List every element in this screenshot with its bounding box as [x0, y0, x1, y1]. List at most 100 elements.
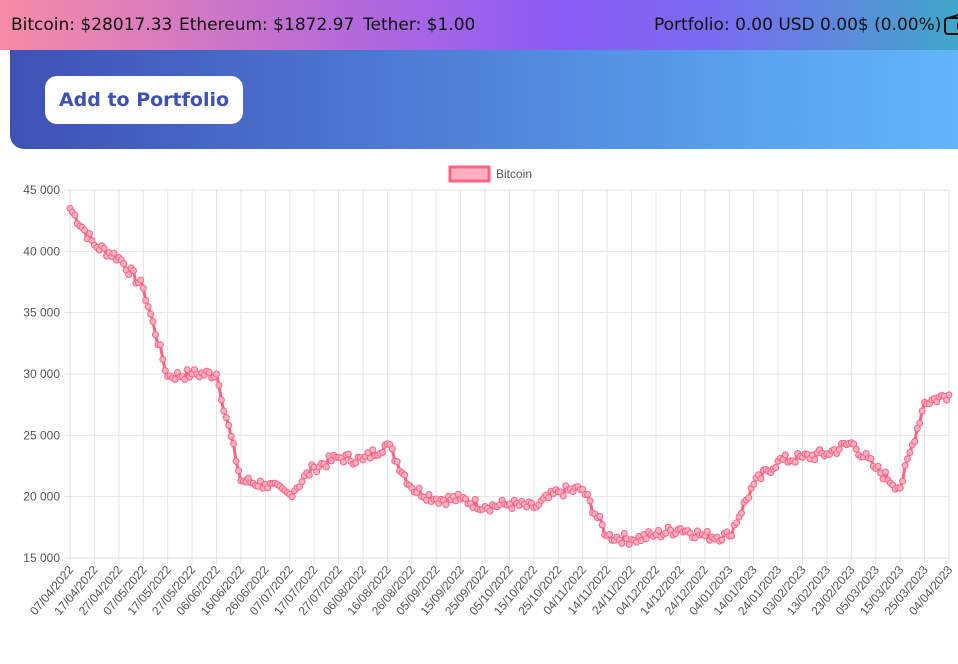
data-point	[945, 391, 953, 399]
data-point	[256, 477, 264, 485]
data-point	[901, 462, 909, 470]
data-point	[596, 513, 604, 521]
data-point	[230, 440, 238, 448]
data-point	[322, 463, 330, 471]
data-point	[144, 303, 152, 311]
data-point	[733, 519, 741, 527]
data-point	[110, 249, 118, 257]
data-point	[298, 478, 306, 486]
data-point	[81, 226, 89, 234]
data-point	[737, 509, 745, 517]
data-point	[899, 477, 907, 485]
data-point	[654, 526, 662, 534]
data-point	[156, 341, 164, 349]
data-point	[791, 458, 799, 466]
data-point	[288, 493, 296, 501]
data-point	[344, 450, 352, 458]
data-point	[916, 419, 924, 427]
data-point	[586, 497, 594, 505]
bitcoin-price-chart: Bitcoin 45 000 40 000 35 000 30 000 25 000 20 …	[0, 160, 958, 660]
data-point	[606, 530, 614, 538]
data-point	[757, 475, 765, 483]
data-point	[161, 367, 169, 375]
data-point	[559, 492, 567, 500]
data-point	[584, 490, 592, 498]
data-point	[508, 505, 516, 513]
data-point	[225, 421, 233, 429]
y-tick-label: 45 000	[23, 183, 60, 197]
wallet-icon[interactable]	[943, 12, 958, 38]
data-point	[183, 366, 191, 374]
price-ticker-bar: Bitcoin: $28017.33 Ethereum: $1872.97 Te…	[0, 0, 958, 50]
y-tick-label: 20 000	[23, 490, 60, 504]
data-point	[442, 501, 450, 509]
y-tick-label: 25 000	[23, 428, 60, 442]
data-point	[86, 230, 94, 238]
bitcoin-price: Bitcoin: $28017.33	[11, 15, 173, 35]
data-point	[874, 462, 882, 470]
data-point	[906, 448, 914, 456]
data-point	[159, 355, 167, 363]
data-point	[772, 463, 780, 471]
portfolio-summary: Portfolio: 0.00 USD 0.00$ (0.00%)	[654, 15, 942, 35]
y-tick-label: 15 000	[23, 551, 60, 565]
data-point	[147, 310, 155, 318]
data-point	[618, 539, 626, 547]
data-point	[903, 455, 911, 463]
data-point	[222, 414, 230, 422]
data-point	[401, 471, 409, 479]
data-point	[139, 284, 147, 292]
data-point	[598, 521, 606, 529]
data-point	[379, 448, 387, 456]
data-point	[545, 494, 553, 502]
y-tick-label: 30 000	[23, 367, 60, 381]
data-point	[149, 318, 157, 326]
data-point	[835, 445, 843, 453]
y-tick-label: 35 000	[23, 306, 60, 320]
data-point	[811, 456, 819, 464]
data-point	[227, 432, 235, 440]
data-point	[232, 457, 240, 465]
data-point	[234, 467, 242, 475]
data-point	[327, 457, 335, 465]
data-point	[642, 535, 650, 543]
data-point	[703, 528, 711, 536]
data-point	[728, 532, 736, 540]
add-to-portfolio-button[interactable]: Add to Portfolio	[45, 76, 243, 124]
data-point	[781, 451, 789, 459]
data-point	[125, 271, 133, 279]
data-point	[217, 396, 225, 404]
data-point	[215, 381, 223, 389]
data-point	[745, 494, 753, 502]
data-point	[137, 276, 145, 284]
data-point	[205, 368, 213, 376]
data-point	[305, 471, 313, 479]
data-point	[129, 267, 137, 275]
data-point	[151, 331, 159, 339]
data-point	[425, 490, 433, 498]
data-point	[867, 455, 875, 463]
data-point	[852, 445, 860, 453]
data-point	[339, 458, 347, 466]
data-point	[471, 495, 479, 503]
data-point	[393, 458, 401, 466]
data-point	[220, 407, 228, 415]
legend-swatch	[448, 165, 491, 183]
data-point	[213, 370, 220, 378]
data-point	[718, 536, 726, 544]
data-point	[918, 407, 926, 415]
data-point	[896, 484, 904, 492]
ethereum-price: Ethereum: $1872.97	[179, 15, 355, 35]
data-point	[911, 437, 919, 445]
tether-price: Tether: $1.00	[363, 15, 476, 35]
y-tick-label: 40 000	[23, 244, 60, 258]
data-point	[120, 260, 128, 268]
data-point	[352, 459, 360, 467]
legend-label: Bitcoin	[496, 167, 532, 181]
data-point	[882, 468, 890, 476]
data-point	[388, 445, 396, 453]
data-point	[369, 446, 377, 454]
data-point	[100, 244, 108, 252]
data-point	[750, 480, 758, 488]
chart-svg: Bitcoin 45 000 40 000 35 000 30 000 25 000 20 …	[23, 165, 956, 618]
